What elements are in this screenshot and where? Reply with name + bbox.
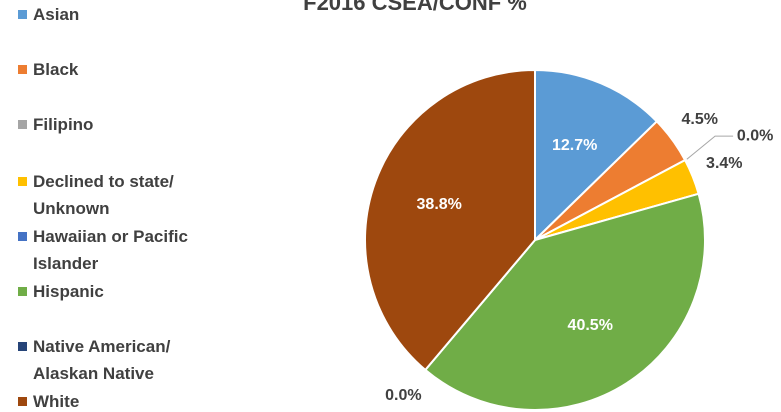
legend-label: Hawaiian or Pacific Islander (33, 227, 188, 273)
legend-label: Native American/ Alaskan Native (33, 337, 171, 383)
legend-item: Filipino (18, 111, 218, 138)
legend-swatch (18, 342, 27, 351)
legend-label: Black (33, 60, 79, 79)
pie-slice (534, 68, 659, 243)
legend-swatch (18, 65, 27, 74)
data-label: 40.5% (568, 317, 613, 334)
legend-label: Hispanic (33, 282, 104, 301)
legend-item: Declined to state/ Unknown (18, 168, 218, 222)
legend-item: Native American/ Alaskan Native (18, 333, 218, 387)
chart-title: F2016 CSEA/CONF % (303, 0, 527, 15)
legend-label: Declined to state/ Unknown (33, 172, 174, 218)
legend-swatch (18, 397, 27, 406)
data-label: 0.0% (385, 387, 421, 404)
pie-slice (423, 192, 706, 411)
legend-item: Hawaiian or Pacific Islander (18, 223, 218, 277)
data-label: 12.7% (552, 137, 597, 154)
legend-swatch (18, 10, 27, 19)
legend-swatch (18, 177, 27, 186)
data-label: 4.5% (682, 111, 718, 128)
legend-swatch (18, 120, 27, 129)
legend-item: Hispanic (18, 278, 218, 305)
legend-item: Black (18, 56, 218, 83)
legend-item: Asian (18, 1, 218, 28)
pie-slice (364, 68, 536, 372)
leader-line (686, 135, 734, 160)
legend-swatch (18, 232, 27, 241)
data-label: 3.4% (706, 155, 742, 172)
legend-label: White (33, 392, 80, 411)
legend-label: Asian (33, 5, 80, 24)
legend-label: Filipino (33, 115, 94, 134)
data-label: 38.8% (417, 196, 462, 213)
legend-swatch (18, 287, 27, 296)
legend-item: White (18, 388, 218, 412)
data-label: 0.0% (737, 127, 773, 144)
